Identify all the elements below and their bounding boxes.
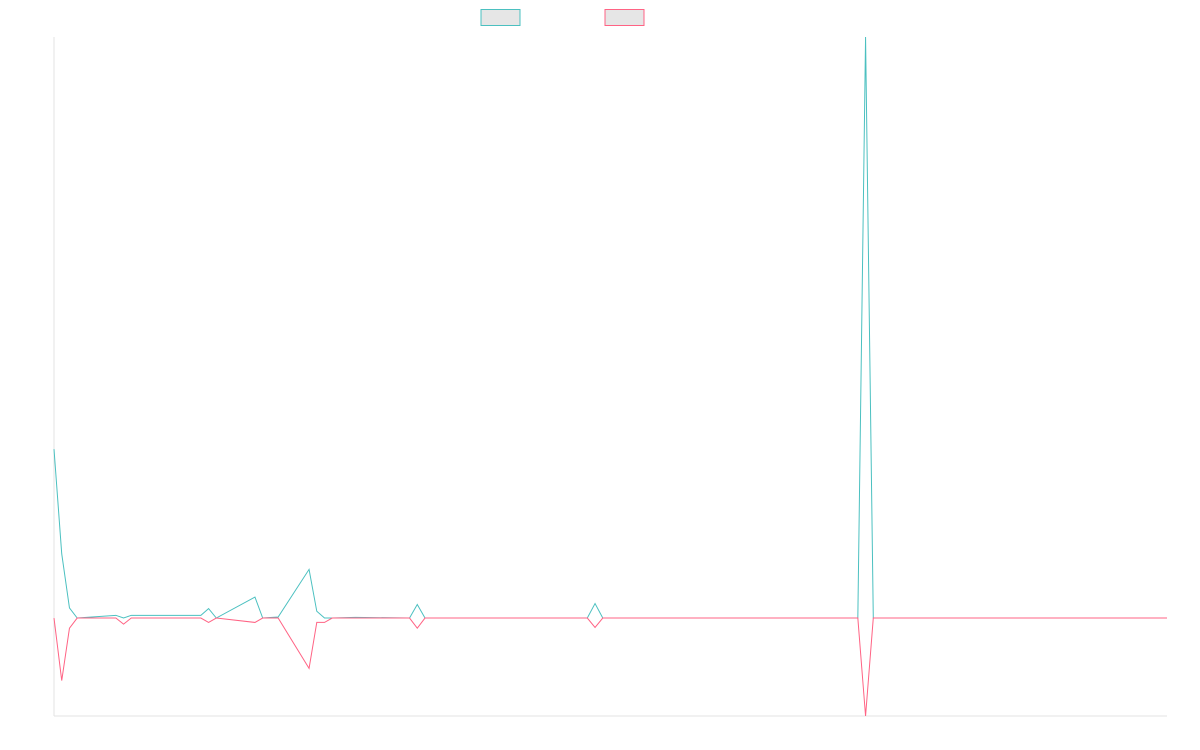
legend-swatch-1 xyxy=(480,9,521,26)
axes xyxy=(53,37,1167,717)
series-line-2 xyxy=(53,617,1167,717)
legend xyxy=(480,9,645,26)
legend-swatch-2 xyxy=(604,9,645,26)
series-layer xyxy=(53,36,1167,717)
series-line-1 xyxy=(53,36,1167,619)
